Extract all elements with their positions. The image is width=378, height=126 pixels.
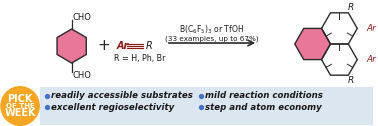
Text: WEEK: WEEK [4, 108, 36, 118]
Text: R: R [348, 3, 355, 12]
Text: OF THE: OF THE [6, 103, 34, 109]
Text: step and atom economy: step and atom economy [204, 102, 321, 112]
Text: mild reaction conditions: mild reaction conditions [204, 91, 322, 101]
Text: (33 examples, up to 67%): (33 examples, up to 67%) [165, 36, 259, 42]
Text: PICK: PICK [8, 94, 33, 104]
Polygon shape [57, 29, 86, 63]
Text: R = H, Ph, Br: R = H, Ph, Br [114, 55, 166, 64]
Text: R: R [146, 41, 153, 51]
Text: excellent regioselectivity: excellent regioselectivity [51, 102, 174, 112]
Text: Ar: Ar [366, 24, 376, 33]
Text: readily accessible substrates: readily accessible substrates [51, 91, 193, 101]
Text: B(C$_6$F$_5$)$_3$ or TfOH: B(C$_6$F$_5$)$_3$ or TfOH [180, 24, 245, 36]
Text: Ar: Ar [366, 55, 376, 64]
FancyBboxPatch shape [40, 87, 373, 125]
Text: +: + [97, 39, 110, 54]
Text: CHO: CHO [73, 12, 91, 22]
Circle shape [0, 86, 40, 126]
Polygon shape [295, 28, 330, 60]
Text: R: R [348, 76, 355, 85]
Text: CHO: CHO [73, 71, 91, 80]
Text: Ar: Ar [116, 41, 129, 51]
